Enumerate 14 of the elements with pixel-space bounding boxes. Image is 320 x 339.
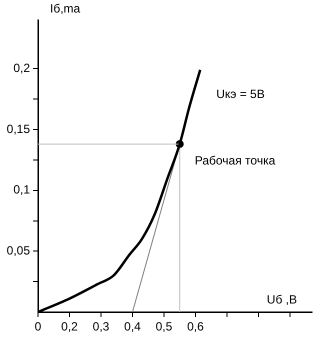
annotation: Рабочая точка <box>194 153 276 168</box>
x-tick-label: 0,2 <box>61 320 78 334</box>
y-axis-title: Iб,ma <box>50 1 81 16</box>
y-tick-label: 0,1 <box>13 182 30 197</box>
x-axis-title: Uб ,B <box>266 292 297 306</box>
x-tick-label: 0,4 <box>124 320 142 334</box>
x-tick-label: 0,3 <box>92 320 110 334</box>
y-tick-label: 0,05 <box>6 243 30 258</box>
x-tick-label: 0 <box>34 320 42 334</box>
series-label: Uкэ = 5В <box>216 87 265 102</box>
x-tick-label: 0,5 <box>156 320 173 334</box>
y-tick-label: 0,15 <box>6 122 30 136</box>
y-tick-label: 0,2 <box>13 60 30 75</box>
x-tick-label: 0,6 <box>187 320 204 334</box>
